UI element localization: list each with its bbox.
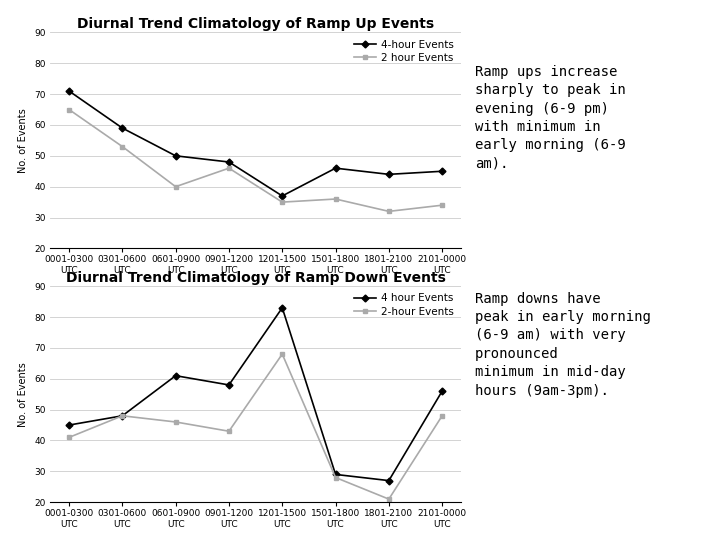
2-hour Events [278,351,287,357]
4-hour Events [438,168,446,174]
Line: 2 hour Events: 2 hour Events [67,107,444,214]
4 hour Events [438,388,446,394]
4-hour Events [65,88,73,94]
4-hour Events [225,159,233,165]
2-hour Events [171,418,180,425]
2-hour Events [331,474,340,481]
Legend: 4 hour Events, 2-hour Events: 4 hour Events, 2-hour Events [351,292,456,319]
4 hour Events [278,305,287,311]
4 hour Events [171,373,180,379]
2 hour Events [438,202,446,208]
4-hour Events [171,153,180,159]
4 hour Events [65,422,73,428]
4 hour Events [118,413,127,419]
Line: 2-hour Events: 2-hour Events [67,352,444,502]
2-hour Events [438,413,446,419]
Title: Diurnal Trend Climatology of Ramp Up Events: Diurnal Trend Climatology of Ramp Up Eve… [77,17,434,31]
2 hour Events [225,165,233,171]
Y-axis label: No. of Events: No. of Events [19,362,29,427]
2-hour Events [225,428,233,435]
Y-axis label: No. of Events: No. of Events [19,108,29,173]
2 hour Events [118,143,127,150]
4-hour Events [384,171,393,178]
2-hour Events [65,434,73,441]
Title: Diurnal Trend Climatology of Ramp Down Events: Diurnal Trend Climatology of Ramp Down E… [66,271,446,285]
Text: Ramp downs have
peak in early morning
(6-9 am) with very
pronounced
minimum in m: Ramp downs have peak in early morning (6… [475,292,651,397]
4 hour Events [225,382,233,388]
Line: 4-hour Events: 4-hour Events [67,89,444,198]
4-hour Events [118,125,127,131]
Line: 4 hour Events: 4 hour Events [67,305,444,483]
2-hour Events [118,413,127,419]
4 hour Events [331,471,340,478]
2 hour Events [331,196,340,202]
2 hour Events [384,208,393,214]
2-hour Events [384,496,393,502]
2 hour Events [171,184,180,190]
4 hour Events [384,477,393,484]
4-hour Events [278,193,287,199]
4-hour Events [331,165,340,171]
Text: Ramp ups increase
sharply to peak in
evening (6-9 pm)
with minimum in
early morn: Ramp ups increase sharply to peak in eve… [475,65,626,171]
2 hour Events [65,106,73,113]
Legend: 4-hour Events, 2 hour Events: 4-hour Events, 2 hour Events [351,38,456,65]
2 hour Events [278,199,287,205]
